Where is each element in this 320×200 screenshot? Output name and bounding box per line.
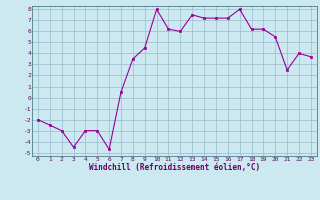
X-axis label: Windchill (Refroidissement éolien,°C): Windchill (Refroidissement éolien,°C) bbox=[89, 163, 260, 172]
